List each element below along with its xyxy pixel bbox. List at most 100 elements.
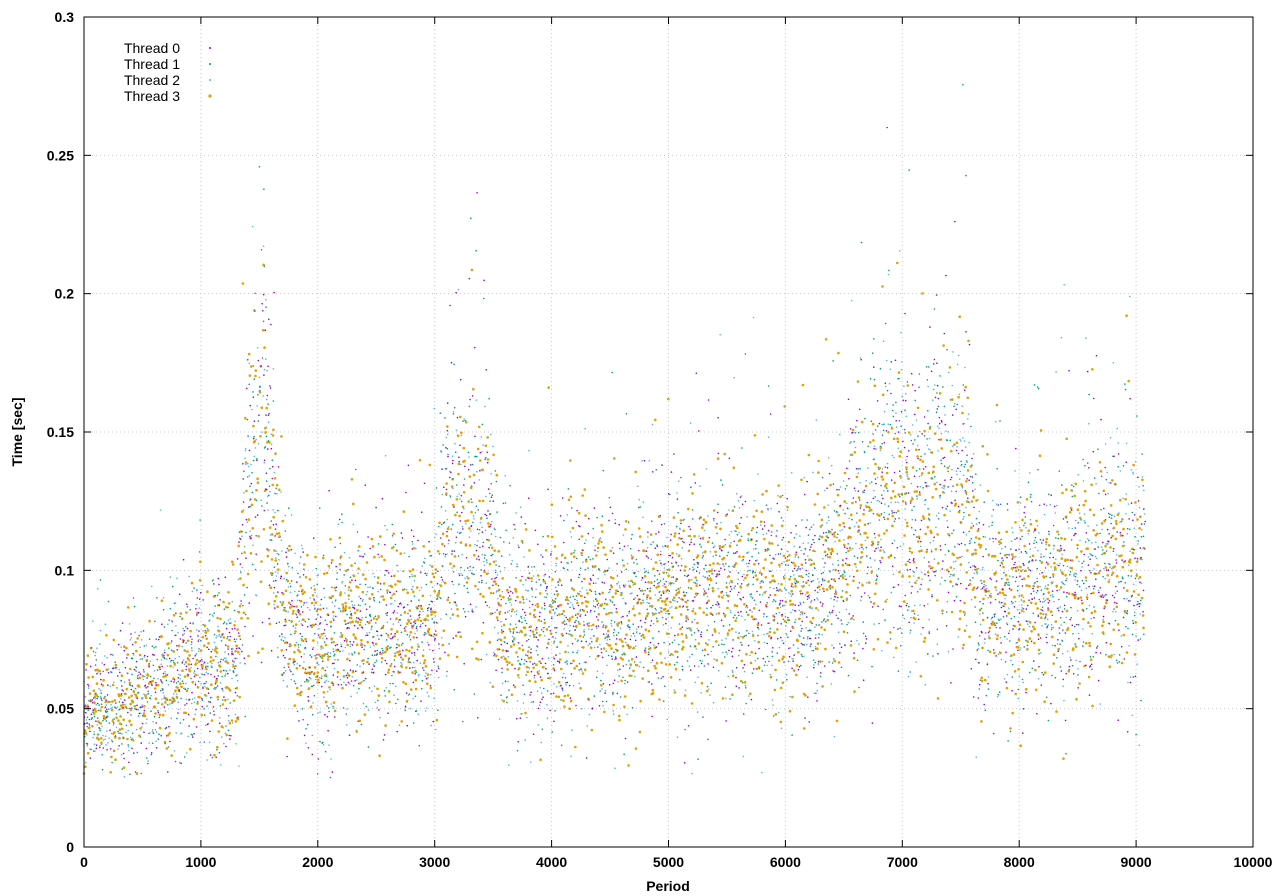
point-thread-0 bbox=[396, 730, 399, 733]
point-thread-3 bbox=[436, 550, 440, 553]
point-thread-3 bbox=[368, 597, 372, 600]
point-thread-0 bbox=[155, 681, 157, 684]
point-thread-1 bbox=[703, 654, 706, 657]
point-thread-1 bbox=[217, 675, 220, 677]
point-thread-0 bbox=[303, 602, 306, 604]
point-thread-2 bbox=[289, 591, 292, 594]
point-thread-1 bbox=[665, 571, 668, 574]
point-thread-2 bbox=[96, 587, 99, 590]
point-thread-0 bbox=[627, 645, 630, 647]
point-thread-0 bbox=[450, 361, 453, 364]
point-thread-0 bbox=[581, 580, 583, 583]
point-thread-1 bbox=[462, 608, 465, 610]
point-thread-2 bbox=[540, 583, 542, 586]
point-thread-1 bbox=[150, 683, 153, 685]
point-thread-2 bbox=[263, 368, 266, 371]
point-thread-2 bbox=[301, 544, 303, 547]
point-thread-2 bbox=[501, 682, 504, 685]
point-thread-2 bbox=[145, 644, 148, 647]
point-thread-2 bbox=[262, 245, 265, 248]
point-thread-3 bbox=[712, 509, 716, 512]
point-thread-1 bbox=[492, 592, 495, 594]
point-thread-0 bbox=[359, 610, 362, 612]
point-thread-1 bbox=[287, 562, 289, 565]
point-thread-1 bbox=[340, 632, 342, 634]
point-thread-3 bbox=[573, 555, 576, 558]
point-thread-1 bbox=[323, 587, 325, 590]
point-thread-2 bbox=[219, 682, 222, 684]
point-thread-0 bbox=[553, 669, 556, 672]
point-thread-0 bbox=[210, 650, 213, 653]
point-thread-3 bbox=[380, 657, 384, 660]
point-thread-0 bbox=[552, 636, 554, 638]
point-thread-2 bbox=[369, 586, 372, 588]
point-thread-2 bbox=[231, 677, 233, 680]
point-thread-1 bbox=[453, 363, 455, 366]
point-thread-1 bbox=[658, 573, 661, 575]
point-thread-0 bbox=[238, 647, 241, 649]
point-thread-2 bbox=[313, 584, 315, 587]
point-thread-1 bbox=[209, 696, 212, 699]
point-thread-3 bbox=[415, 586, 419, 589]
point-thread-2 bbox=[663, 567, 666, 569]
point-thread-3 bbox=[569, 495, 573, 499]
point-thread-0 bbox=[430, 608, 432, 611]
point-thread-1 bbox=[262, 320, 265, 323]
point-thread-0 bbox=[370, 619, 373, 622]
point-thread-3 bbox=[314, 555, 317, 559]
point-thread-2 bbox=[183, 663, 186, 666]
point-thread-1 bbox=[675, 589, 678, 592]
point-thread-1 bbox=[359, 583, 361, 586]
point-thread-1 bbox=[261, 505, 263, 507]
point-thread-0 bbox=[612, 693, 614, 695]
point-thread-1 bbox=[356, 531, 359, 533]
point-thread-2 bbox=[740, 495, 743, 497]
point-thread-1 bbox=[415, 710, 418, 712]
point-thread-0 bbox=[736, 551, 738, 553]
point-thread-3 bbox=[645, 614, 649, 618]
point-thread-3 bbox=[649, 596, 652, 600]
point-thread-1 bbox=[597, 602, 600, 605]
point-thread-1 bbox=[284, 530, 287, 532]
point-thread-0 bbox=[387, 712, 389, 714]
point-thread-0 bbox=[310, 624, 312, 627]
point-thread-1 bbox=[678, 643, 680, 646]
point-thread-2 bbox=[463, 507, 465, 510]
point-thread-2 bbox=[642, 501, 645, 503]
point-thread-2 bbox=[633, 605, 635, 607]
point-thread-2 bbox=[647, 612, 650, 615]
point-thread-1 bbox=[199, 519, 201, 521]
point-thread-0 bbox=[703, 590, 706, 592]
point-thread-0 bbox=[610, 584, 612, 587]
point-thread-3 bbox=[547, 642, 550, 645]
point-thread-2 bbox=[206, 627, 209, 630]
point-thread-3 bbox=[349, 616, 353, 620]
point-thread-3 bbox=[281, 602, 284, 605]
point-thread-2 bbox=[546, 717, 549, 719]
point-thread-0 bbox=[608, 519, 610, 522]
point-thread-0 bbox=[140, 742, 142, 744]
point-thread-2 bbox=[664, 657, 666, 659]
point-thread-1 bbox=[649, 647, 652, 649]
point-thread-1 bbox=[213, 710, 215, 713]
point-thread-0 bbox=[615, 657, 617, 660]
point-thread-0 bbox=[541, 698, 543, 701]
point-thread-0 bbox=[678, 532, 680, 535]
point-thread-2 bbox=[449, 617, 452, 619]
point-thread-2 bbox=[544, 581, 546, 583]
point-thread-3 bbox=[651, 688, 655, 692]
point-thread-1 bbox=[409, 661, 412, 664]
point-thread-2 bbox=[661, 545, 664, 548]
point-thread-2 bbox=[259, 389, 261, 392]
point-thread-0 bbox=[385, 604, 388, 606]
point-thread-0 bbox=[647, 531, 649, 533]
point-thread-0 bbox=[323, 632, 325, 635]
point-thread-1 bbox=[744, 353, 747, 355]
point-thread-1 bbox=[638, 506, 640, 509]
point-thread-1 bbox=[446, 670, 448, 673]
point-thread-2 bbox=[216, 635, 218, 637]
point-thread-3 bbox=[664, 585, 667, 589]
point-thread-3 bbox=[441, 643, 445, 647]
point-thread-3 bbox=[302, 618, 305, 621]
point-thread-0 bbox=[282, 654, 285, 657]
